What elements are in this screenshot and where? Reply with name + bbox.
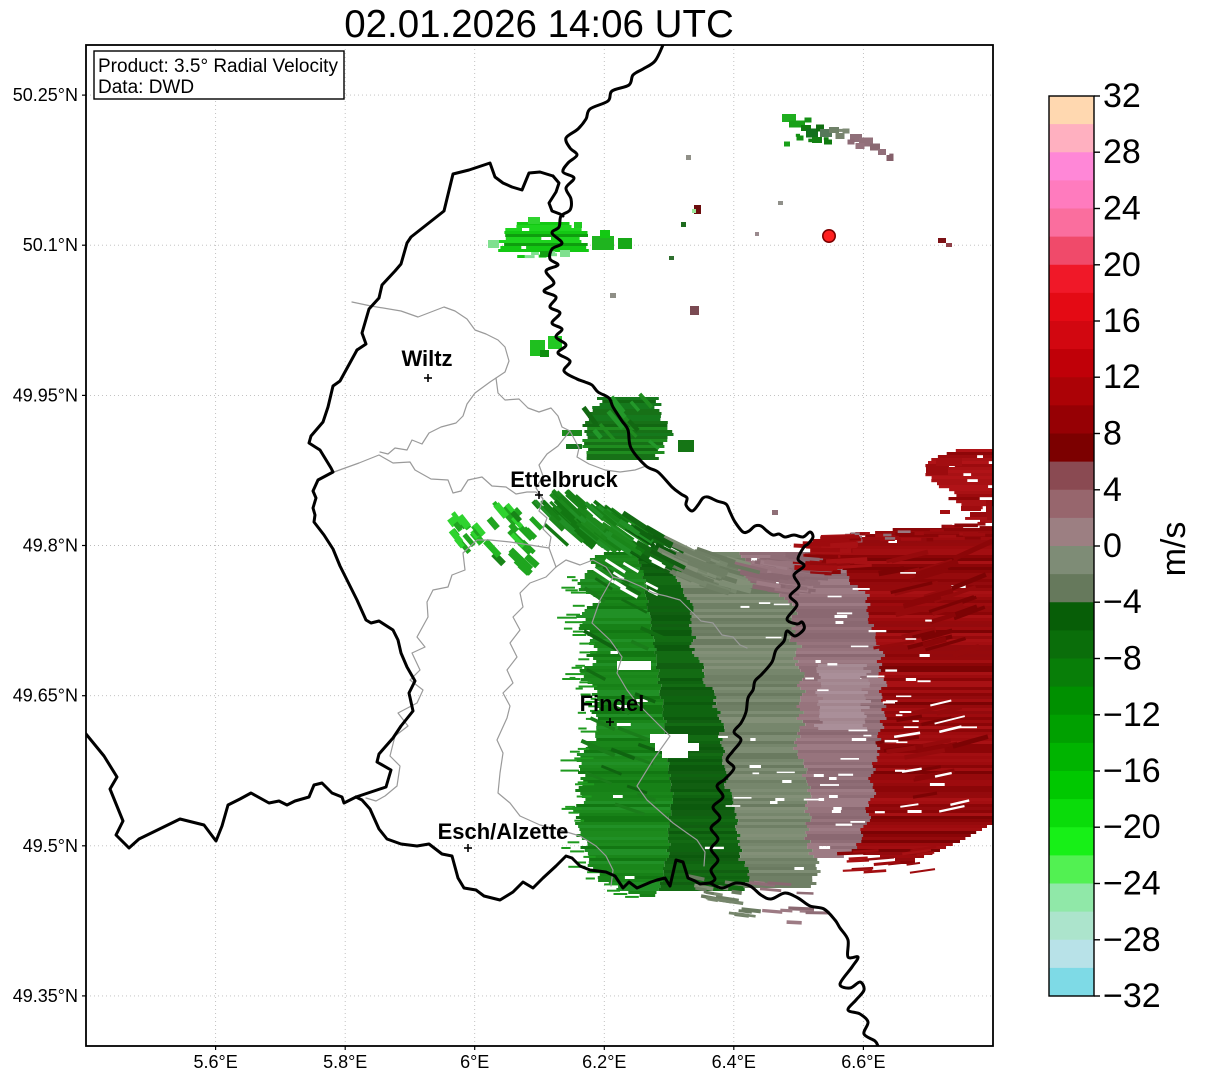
svg-text:Findel: Findel [580,691,645,716]
svg-text:20: 20 [1103,246,1141,284]
svg-text:6°E: 6°E [460,1052,489,1072]
svg-text:50.1°N: 50.1°N [23,235,78,255]
svg-text:8: 8 [1103,415,1122,453]
svg-text:Wiltz: Wiltz [401,346,452,371]
svg-text:−28: −28 [1103,921,1161,959]
svg-text:49.8°N: 49.8°N [23,536,78,556]
svg-text:4: 4 [1103,471,1122,509]
svg-text:49.95°N: 49.95°N [13,385,78,405]
svg-text:32: 32 [1103,77,1141,115]
svg-text:12: 12 [1103,358,1141,396]
svg-text:16: 16 [1103,302,1141,340]
svg-text:5.6°E: 5.6°E [193,1052,237,1072]
svg-text:Data: DWD: Data: DWD [98,77,194,98]
svg-text:−12: −12 [1103,696,1161,734]
svg-text:−8: −8 [1103,640,1142,678]
svg-text:5.8°E: 5.8°E [323,1052,367,1072]
svg-text:6.2°E: 6.2°E [582,1052,626,1072]
svg-text:m/s: m/s [1155,522,1193,577]
svg-text:49.65°N: 49.65°N [13,686,78,706]
svg-text:−32: −32 [1103,977,1161,1015]
svg-text:Esch/Alzette: Esch/Alzette [438,819,569,844]
svg-text:24: 24 [1103,190,1141,228]
svg-text:6.4°E: 6.4°E [712,1052,756,1072]
svg-text:Product: 3.5° Radial Velocity: Product: 3.5° Radial Velocity [98,56,338,77]
svg-text:49.5°N: 49.5°N [23,836,78,856]
svg-text:28: 28 [1103,133,1141,171]
svg-text:−20: −20 [1103,808,1161,846]
svg-text:−16: −16 [1103,752,1161,790]
svg-text:02.01.2026 14:06 UTC: 02.01.2026 14:06 UTC [344,3,734,46]
svg-text:49.35°N: 49.35°N [13,986,78,1006]
svg-text:−24: −24 [1103,865,1161,903]
svg-text:6.6°E: 6.6°E [841,1052,885,1072]
svg-text:Ettelbruck: Ettelbruck [510,467,618,492]
svg-text:50.25°N: 50.25°N [13,85,78,105]
svg-text:0: 0 [1103,527,1122,565]
svg-text:−4: −4 [1103,583,1142,621]
